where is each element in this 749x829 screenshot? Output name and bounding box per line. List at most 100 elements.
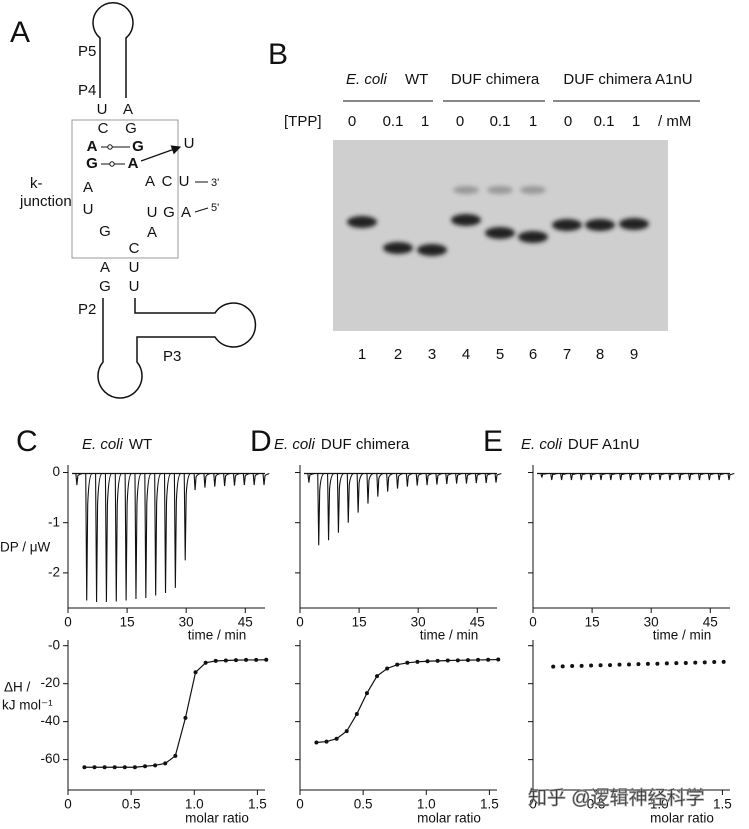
injection-peak <box>232 473 240 486</box>
injection-peak <box>327 473 335 541</box>
data-point <box>674 661 679 666</box>
data-point <box>324 739 329 744</box>
injection-peak <box>242 473 250 486</box>
x-tick-label: 0 <box>529 615 537 630</box>
data-point <box>645 661 650 666</box>
band <box>417 244 447 256</box>
injection-peak <box>619 473 627 481</box>
lane-number: 2 <box>394 346 402 363</box>
nucleotide: U <box>129 259 140 276</box>
data-point <box>455 658 460 663</box>
data-point <box>223 658 228 663</box>
injection-peak <box>445 473 453 485</box>
lane-number: 3 <box>428 346 436 363</box>
x-tick-label: 30 <box>411 615 426 630</box>
injection-peak <box>494 473 502 483</box>
data-point <box>683 660 688 665</box>
x-axis-label: molar ratio <box>185 811 249 826</box>
nucleotide: A <box>181 204 191 221</box>
injection-peak <box>356 473 364 513</box>
injection-peak <box>648 473 656 481</box>
nucleotide: A <box>87 138 98 155</box>
data-point <box>143 764 148 769</box>
data-point <box>102 765 107 770</box>
stem-label: P2 <box>78 301 96 318</box>
injection-peak <box>75 473 83 486</box>
x-tick-label: 0.5 <box>122 797 141 812</box>
x-tick-label: 0.5 <box>354 797 373 812</box>
injection-peak <box>95 473 103 602</box>
panel-label: B <box>268 38 288 71</box>
stem-label: P5 <box>78 43 96 60</box>
band <box>485 227 515 239</box>
lane-number: 4 <box>462 346 470 363</box>
hairpins-p2-p3 <box>97 298 257 399</box>
nucleotide: A <box>83 179 93 196</box>
data-point <box>82 765 87 770</box>
title-italic: E. coli <box>82 436 124 453</box>
x-tick-label: 0 <box>529 797 537 812</box>
data-point <box>486 657 491 662</box>
group-label: DUF chimera <box>451 71 540 88</box>
injection-peak <box>262 473 270 486</box>
injection-peak <box>668 473 676 481</box>
end-line <box>194 207 209 213</box>
x-axis-label: molar ratio <box>417 811 481 826</box>
data-point <box>702 660 707 665</box>
data-point <box>364 691 369 696</box>
band <box>520 186 546 194</box>
x-axis-label: time / min <box>420 628 479 643</box>
x-tick-label: 1.5 <box>713 797 732 812</box>
injection-peak <box>599 473 607 481</box>
group-label: WT <box>405 71 428 88</box>
x-tick-label: 45 <box>470 615 485 630</box>
hairpin-p5 <box>92 2 134 98</box>
panel-label: A <box>10 16 30 49</box>
data-point <box>693 660 698 665</box>
fit-line <box>316 658 499 744</box>
data-point <box>664 661 669 666</box>
injection-peak <box>154 473 162 596</box>
stem-label: P3 <box>163 348 181 365</box>
data-point <box>712 660 717 665</box>
injection-peak <box>697 473 705 481</box>
data-point <box>496 657 501 662</box>
x-tick-label: 15 <box>120 615 135 630</box>
chart-title: E. coli DUF A1nU <box>521 436 640 453</box>
data-point <box>264 657 269 662</box>
lane-number: 9 <box>630 346 638 363</box>
injection-peak <box>560 473 568 481</box>
band <box>347 216 377 228</box>
injection-peak <box>727 473 735 481</box>
data-point <box>213 658 218 663</box>
nucleotide: U <box>83 201 94 218</box>
injection-peak <box>569 473 577 481</box>
injection-peak <box>366 473 374 504</box>
data-point <box>385 666 390 671</box>
y-tick-label: -2 <box>48 564 60 579</box>
injection-peak <box>540 472 548 478</box>
x-tick-label: 1.0 <box>185 797 204 812</box>
nucleotide: G <box>99 278 111 295</box>
bands <box>347 186 649 256</box>
x-tick-label: 45 <box>238 615 253 630</box>
data-point <box>617 662 622 667</box>
nucleotide: A <box>100 259 110 276</box>
data-point <box>598 663 603 668</box>
nucleotide: G <box>163 204 175 221</box>
injection-peak <box>336 473 345 533</box>
conc-label: 0.1 <box>594 113 615 130</box>
x-tick-label: 0 <box>296 797 304 812</box>
injection-peak <box>455 473 463 484</box>
injection-peak <box>193 473 201 491</box>
injection-peak <box>346 473 354 523</box>
injection-peak <box>307 473 315 483</box>
panel-label: E <box>483 425 503 458</box>
data-point <box>183 715 188 720</box>
injection-peak <box>223 473 231 487</box>
injection-peak <box>425 473 433 486</box>
data-point <box>193 670 198 675</box>
data-point <box>655 661 660 666</box>
injection-peak <box>124 473 132 601</box>
y-tick-label: 0 <box>52 464 60 479</box>
